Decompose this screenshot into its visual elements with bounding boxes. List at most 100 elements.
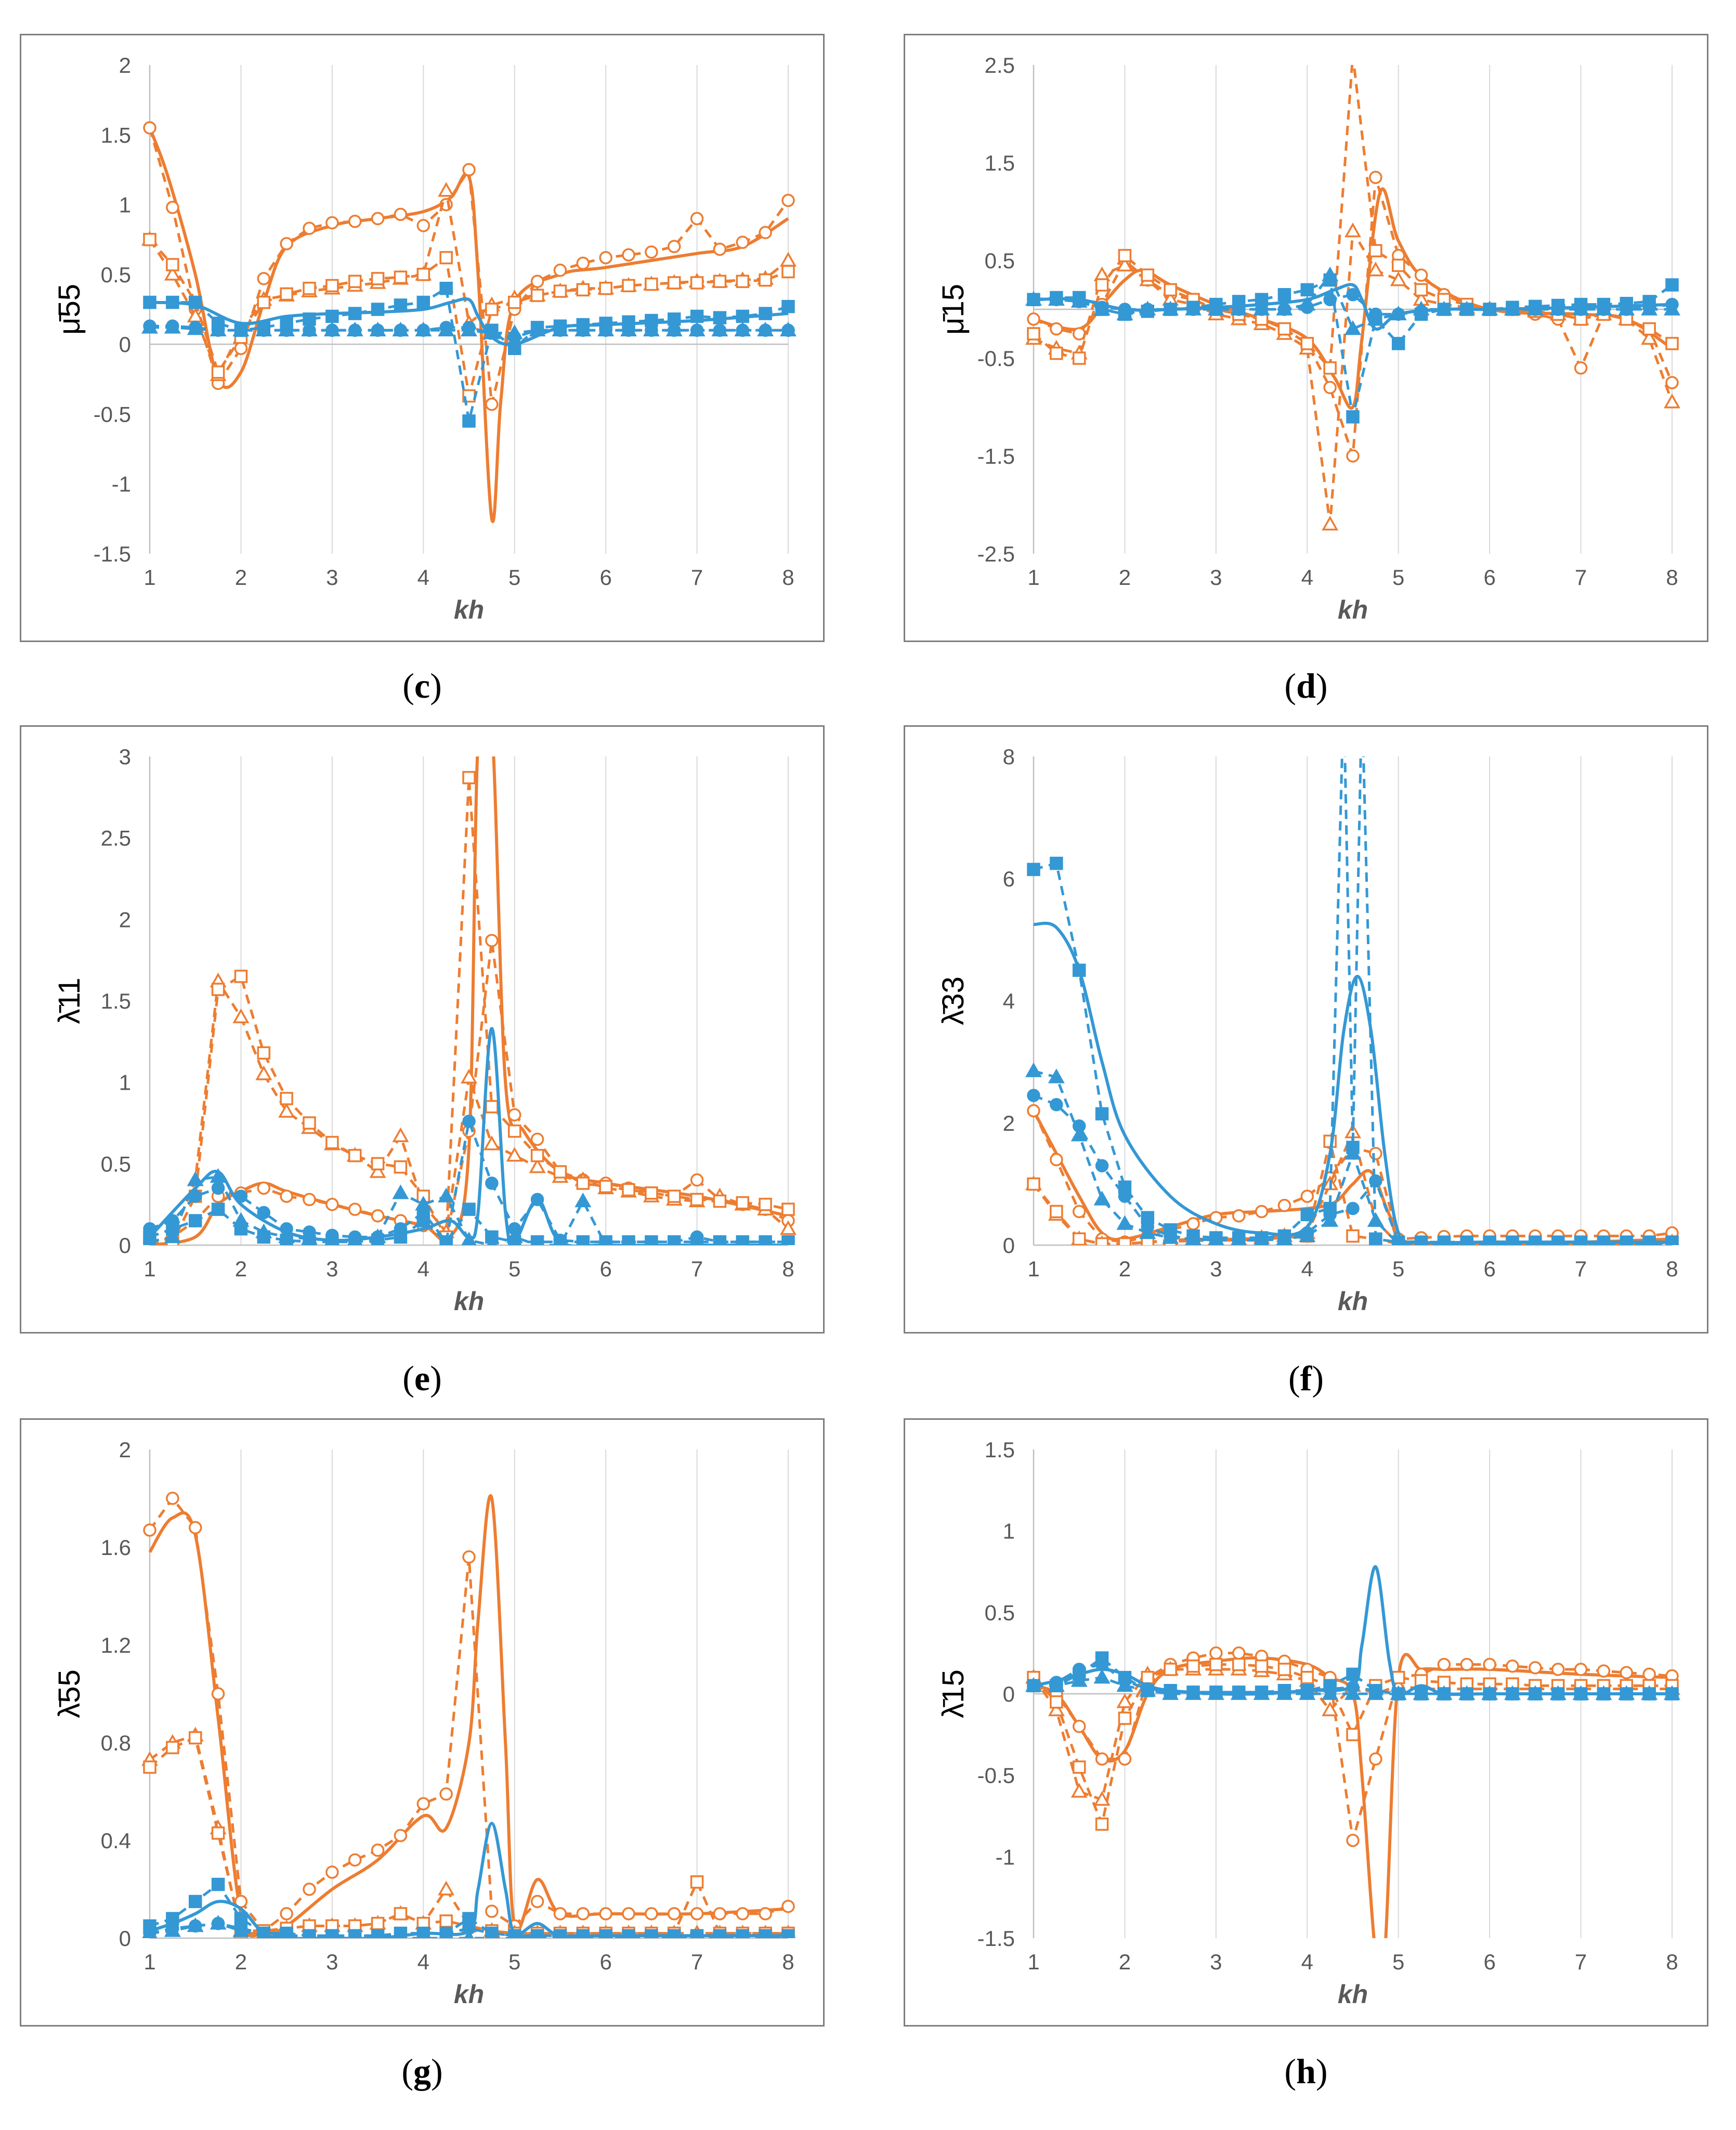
data-point xyxy=(713,1907,727,1920)
data-point xyxy=(1093,1791,1111,1806)
y-tick-label: 8 xyxy=(1003,744,1015,769)
data-point xyxy=(325,309,339,323)
data-point xyxy=(1072,351,1086,365)
data-point xyxy=(1276,1230,1293,1245)
data-point xyxy=(690,212,704,226)
data-point xyxy=(599,1907,612,1920)
data-point xyxy=(166,1492,179,1505)
data-point xyxy=(350,1929,360,1938)
data-point xyxy=(1025,1677,1042,1692)
data-point xyxy=(304,1929,315,1938)
x-tick-label: 3 xyxy=(326,565,338,590)
data-point xyxy=(506,1228,523,1244)
x-axis-label: kh xyxy=(1338,1287,1368,1316)
x-tick-label: 1 xyxy=(143,1257,155,1281)
data-point xyxy=(485,1177,499,1190)
data-point xyxy=(1050,322,1063,336)
data-point xyxy=(781,299,795,313)
data-point xyxy=(1071,1783,1088,1798)
data-point xyxy=(601,1236,611,1245)
data-point xyxy=(1139,300,1156,316)
data-point xyxy=(301,321,318,337)
x-axis-label: kh xyxy=(1338,1980,1368,2009)
y-tick-label: -0.5 xyxy=(977,346,1015,371)
data-point xyxy=(324,1232,340,1245)
y-tick-label: -1.5 xyxy=(94,542,131,566)
series-blue-dash-triangle xyxy=(1025,1062,1678,1245)
series-line xyxy=(1033,1663,1672,1829)
data-point xyxy=(1529,1661,1542,1675)
data-point xyxy=(576,256,590,270)
y-tick-label: 1.5 xyxy=(101,123,131,147)
data-point xyxy=(1050,1153,1063,1167)
data-point xyxy=(599,251,612,265)
x-tick-label: 3 xyxy=(1210,1257,1222,1281)
data-point xyxy=(1435,300,1453,316)
data-point xyxy=(1116,1677,1133,1692)
data-point xyxy=(1186,1659,1200,1673)
data-point xyxy=(438,1187,455,1203)
data-point xyxy=(1118,249,1132,263)
data-point xyxy=(325,279,339,293)
data-point xyxy=(555,1929,565,1938)
data-point xyxy=(1231,1232,1247,1245)
data-point xyxy=(553,264,567,277)
series-line xyxy=(150,286,789,422)
data-point xyxy=(187,1917,204,1932)
data-point xyxy=(1367,262,1384,277)
y-tick-label: 1.6 xyxy=(101,1535,131,1560)
data-point xyxy=(1071,293,1088,308)
data-point xyxy=(418,1929,428,1938)
data-point xyxy=(211,1687,225,1701)
data-point xyxy=(576,1907,590,1920)
data-point xyxy=(1393,1235,1404,1245)
data-point xyxy=(646,1236,657,1245)
data-point xyxy=(530,1132,544,1146)
x-tick-label: 1 xyxy=(1027,1950,1039,1974)
data-point xyxy=(1027,1177,1040,1191)
data-point xyxy=(1027,312,1040,326)
data-point xyxy=(1277,322,1291,336)
y-tick-label: 2 xyxy=(119,53,131,77)
data-point xyxy=(257,1927,270,1938)
data-point xyxy=(1072,1760,1086,1774)
data-point xyxy=(1072,1205,1086,1219)
data-point xyxy=(1048,1677,1065,1692)
data-point xyxy=(461,1232,477,1245)
data-point xyxy=(507,342,521,355)
data-point xyxy=(438,321,455,337)
data-point xyxy=(348,1853,362,1867)
data-point xyxy=(1027,327,1040,341)
data-point xyxy=(1530,1235,1541,1245)
data-point xyxy=(1484,1235,1495,1245)
series-line xyxy=(148,1494,789,1938)
data-point xyxy=(1164,283,1177,297)
data-point xyxy=(1345,1145,1361,1160)
data-point xyxy=(462,414,476,428)
data-point xyxy=(1255,1659,1269,1673)
data-point xyxy=(187,320,204,335)
data-point xyxy=(507,1108,521,1122)
data-point xyxy=(1414,268,1428,282)
data-point xyxy=(1116,305,1133,321)
data-point xyxy=(690,1173,704,1187)
y-tick-label: -0.5 xyxy=(94,402,131,426)
data-point xyxy=(232,1008,250,1024)
data-point xyxy=(692,1929,702,1938)
data-point xyxy=(1116,1215,1133,1230)
y-tick-label: -1 xyxy=(996,1845,1015,1869)
data-point xyxy=(462,1115,476,1128)
series-line xyxy=(148,1027,788,1245)
data-point xyxy=(1050,1205,1063,1219)
data-point xyxy=(690,309,704,323)
y-tick-label: -1.5 xyxy=(977,1926,1015,1951)
data-point xyxy=(257,1206,271,1220)
data-point xyxy=(1071,1672,1088,1687)
series-line xyxy=(149,1175,788,1245)
data-point xyxy=(188,1894,202,1909)
data-point xyxy=(690,1193,704,1207)
data-point xyxy=(188,1214,202,1227)
data-point xyxy=(1209,1657,1223,1671)
y-axis-label: λ̄11 xyxy=(53,977,86,1024)
data-point xyxy=(736,275,750,289)
